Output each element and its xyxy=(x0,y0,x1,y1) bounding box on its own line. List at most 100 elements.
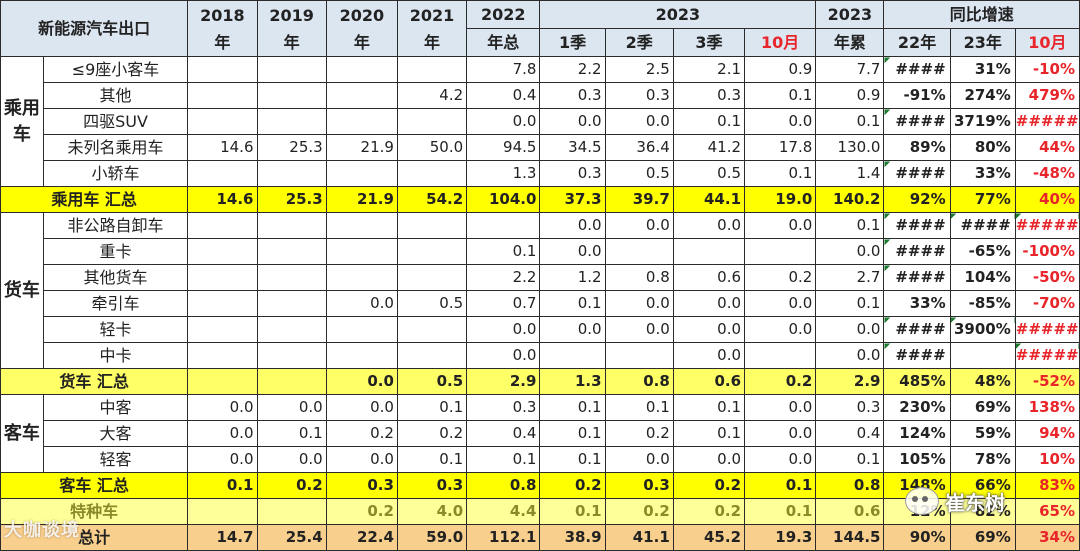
value-cell: 0.8 xyxy=(604,368,674,395)
row-label: 未列名乘用车 xyxy=(42,134,189,161)
year-header-2021: 2021 年 xyxy=(396,0,468,57)
value-cell xyxy=(187,368,258,395)
value-cell: 0.4 xyxy=(815,420,885,447)
value-cell xyxy=(325,160,398,187)
yoy-cell: 59% xyxy=(949,420,1016,447)
value-cell xyxy=(256,160,327,187)
value-cell: 0.3 xyxy=(539,160,606,187)
yoy-cell: #### xyxy=(883,160,951,187)
row-label: 小轿车 xyxy=(42,160,189,187)
value-cell: 39.7 xyxy=(604,186,674,213)
value-cell xyxy=(396,264,468,291)
yoy-cell: 105% xyxy=(883,446,951,473)
value-cell: 0.0 xyxy=(539,316,606,343)
value-cell: 0.2 xyxy=(604,498,674,525)
value-cell: 59.0 xyxy=(396,524,468,551)
value-cell: 2.1 xyxy=(672,56,746,83)
yoy-cell: 138% xyxy=(1014,394,1080,421)
table-row: 客车 汇总 0.1 0.2 0.3 0.3 0.8 0.2 0.3 0.2 0.1 0.8 148% 6… xyxy=(0,472,1080,499)
value-cell: 0.0 xyxy=(604,108,674,135)
value-cell: 0.1 xyxy=(744,498,817,525)
yoy-cell: -91% xyxy=(883,82,951,109)
table-row: 中卡 0.0 0.0 0.0 #### ##### xyxy=(1,342,1080,369)
value-cell xyxy=(672,238,746,265)
yoy-cell: -85% xyxy=(949,290,1016,317)
value-cell: 34.5 xyxy=(539,134,606,161)
value-cell: 0.0 xyxy=(604,290,674,317)
value-cell: 0.2 xyxy=(396,420,468,447)
value-cell: 0.1 xyxy=(744,160,817,187)
yoy-header-oct: 10月 xyxy=(1014,28,1080,57)
value-cell: 25.3 xyxy=(256,186,327,213)
value-cell: 0.0 xyxy=(325,394,398,421)
value-cell xyxy=(325,56,398,83)
yoy-cell: 78% xyxy=(949,446,1016,473)
value-cell: 0.1 xyxy=(672,420,746,447)
yoy-cell xyxy=(949,342,1016,369)
value-cell: 19.3 xyxy=(744,524,817,551)
yoy-cell: #### xyxy=(883,238,951,265)
value-cell: 140.2 xyxy=(815,186,885,213)
value-cell xyxy=(187,212,258,239)
value-cell: 17.8 xyxy=(744,134,817,161)
value-cell xyxy=(256,342,327,369)
value-cell xyxy=(187,160,258,187)
watermark-right-text: 崔东树 xyxy=(945,490,1005,515)
quarter-header-q1: 1季 xyxy=(539,28,606,57)
value-cell xyxy=(187,264,258,291)
group-header-2023: 2023 xyxy=(539,0,817,29)
table-row: 大客 0.0 0.1 0.2 0.2 0.4 0.1 0.2 0.1 0.0 0.4 124% 59% 9… xyxy=(1,420,1080,447)
value-cell: 0.3 xyxy=(325,472,398,499)
yoy-cell: #### xyxy=(883,316,951,343)
yoy-cell: -48% xyxy=(1014,160,1080,187)
value-cell: 0.4 xyxy=(466,420,541,447)
value-cell xyxy=(325,316,398,343)
value-cell xyxy=(256,108,327,135)
value-cell: 0.0 xyxy=(815,342,885,369)
wechat-icon xyxy=(905,487,939,515)
value-cell xyxy=(187,108,258,135)
value-cell: 14.6 xyxy=(187,134,258,161)
value-cell: 14.7 xyxy=(187,524,258,551)
watermark-left: 大咖谈境 xyxy=(4,520,80,541)
yoy-cell: #### xyxy=(883,56,951,83)
yoy-cell: 69% xyxy=(949,394,1016,421)
yoy-cell: 77% xyxy=(949,186,1016,213)
table-row: 客车 中客 0.0 0.0 0.0 0.1 0.3 0.1 0.1 0.1 0.0 0.3 230% 69… xyxy=(0,394,1080,473)
value-cell xyxy=(466,212,541,239)
quarter-header-q2: 2季 xyxy=(604,28,674,57)
value-cell xyxy=(396,212,468,239)
year-header-2019: 2019 年 xyxy=(256,0,327,57)
year-header-2018: 2018 年 xyxy=(187,0,258,57)
value-cell: 0.0 xyxy=(744,108,817,135)
row-label: 中客 xyxy=(42,394,189,421)
yoy-cell: -50% xyxy=(1014,264,1080,291)
corner-header: 新能源汽车出口 xyxy=(0,0,189,57)
value-cell xyxy=(256,264,327,291)
yoy-cell: 44% xyxy=(1014,134,1080,161)
value-cell: 0.8 xyxy=(466,472,541,499)
value-cell: 0.0 xyxy=(672,446,746,473)
year-header-2022: 2022 xyxy=(466,0,541,29)
value-cell: 0.6 xyxy=(672,368,746,395)
value-cell: 0.0 xyxy=(744,446,817,473)
value-cell: 0.0 xyxy=(256,446,327,473)
value-cell: 0.5 xyxy=(672,160,746,187)
value-cell: 0.0 xyxy=(744,420,817,447)
value-cell: 0.0 xyxy=(539,212,606,239)
value-cell: 0.2 xyxy=(539,472,606,499)
value-cell: 0.1 xyxy=(539,394,606,421)
value-cell: 0.0 xyxy=(256,394,327,421)
value-cell: 0.1 xyxy=(539,420,606,447)
value-cell xyxy=(256,212,327,239)
value-cell: 0.2 xyxy=(672,472,746,499)
value-cell: 2.2 xyxy=(466,264,541,291)
yoy-cell: 10% xyxy=(1014,446,1080,473)
value-cell: 0.0 xyxy=(187,394,258,421)
yoy-cell: 31% xyxy=(949,56,1016,83)
value-cell xyxy=(396,56,468,83)
value-cell xyxy=(187,82,258,109)
value-cell: 0.3 xyxy=(539,82,606,109)
table-row: 其他 4.2 0.4 0.3 0.3 0.3 0.1 0.9 -91% 274% 479% xyxy=(1,82,1080,109)
value-cell: 0.1 xyxy=(744,472,817,499)
